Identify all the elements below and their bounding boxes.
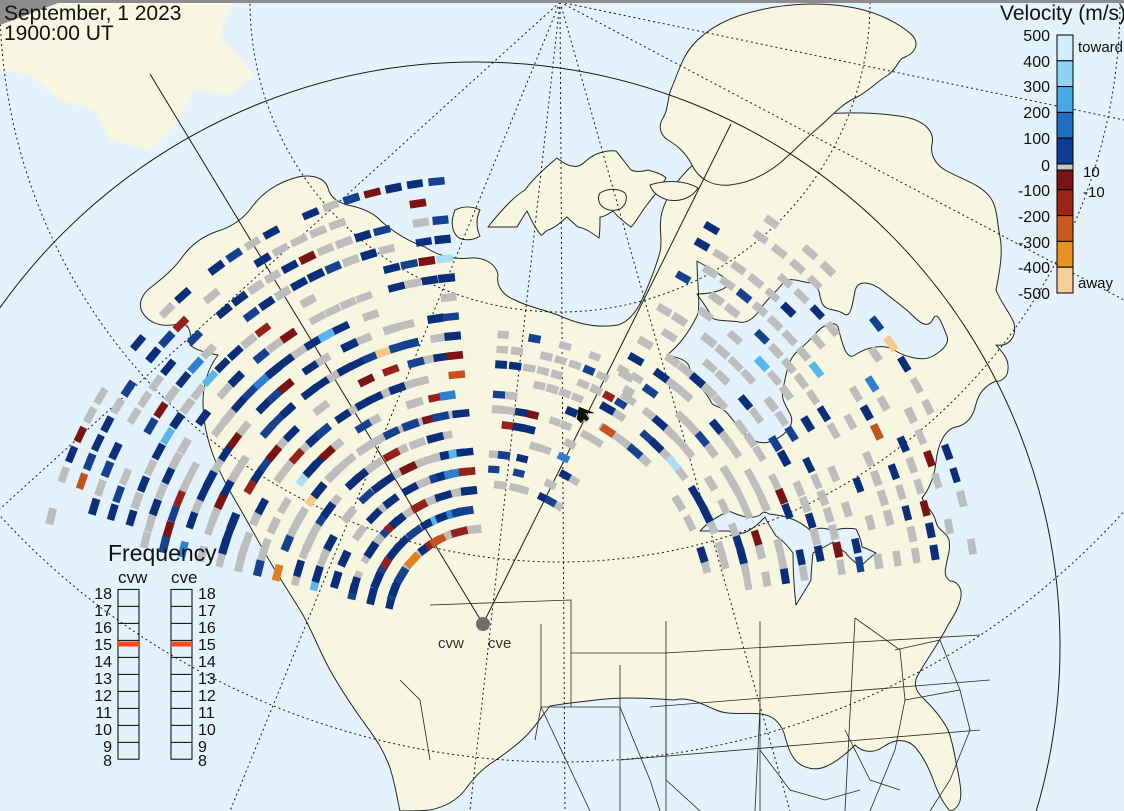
svg-text:-10: -10 xyxy=(1083,184,1105,201)
svg-text:12: 12 xyxy=(198,688,216,705)
svg-text:10: 10 xyxy=(198,722,216,739)
svg-text:15: 15 xyxy=(198,637,216,654)
svg-text:12: 12 xyxy=(94,688,112,705)
svg-text:15: 15 xyxy=(94,637,112,654)
svg-text:200: 200 xyxy=(1023,105,1050,122)
svg-text:cve: cve xyxy=(171,568,197,587)
svg-text:-400: -400 xyxy=(1018,260,1050,277)
svg-text:13: 13 xyxy=(198,671,216,688)
svg-text:17: 17 xyxy=(198,603,216,620)
svg-text:-300: -300 xyxy=(1018,235,1050,252)
svg-text:14: 14 xyxy=(94,654,112,671)
svg-text:toward: toward xyxy=(1078,39,1123,56)
svg-text:-200: -200 xyxy=(1018,209,1050,226)
svg-text:500: 500 xyxy=(1023,28,1050,45)
svg-text:-500: -500 xyxy=(1018,286,1050,303)
svg-text:away: away xyxy=(1078,275,1114,292)
svg-text:10: 10 xyxy=(94,722,112,739)
svg-text:Velocity (m/s): Velocity (m/s) xyxy=(1000,2,1124,25)
svg-text:cve: cve xyxy=(488,635,511,652)
svg-text:18: 18 xyxy=(94,586,112,603)
svg-text:11: 11 xyxy=(95,705,112,722)
svg-text:-100: -100 xyxy=(1018,183,1050,200)
svg-text:13: 13 xyxy=(94,671,112,688)
svg-text:Frequency: Frequency xyxy=(108,540,217,566)
svg-text:100: 100 xyxy=(1023,131,1050,148)
svg-text:8: 8 xyxy=(103,753,112,770)
svg-text:17: 17 xyxy=(94,603,112,620)
svg-text:16: 16 xyxy=(198,620,216,637)
svg-text:0: 0 xyxy=(1041,158,1050,175)
svg-text:11: 11 xyxy=(198,705,215,722)
svg-text:300: 300 xyxy=(1023,79,1050,96)
svg-text:cvw: cvw xyxy=(118,568,148,587)
svg-text:18: 18 xyxy=(198,586,216,603)
svg-text:16: 16 xyxy=(94,620,112,637)
svg-text:14: 14 xyxy=(198,654,216,671)
svg-text:8: 8 xyxy=(198,753,207,770)
svg-text:10: 10 xyxy=(1083,164,1100,181)
svg-text:400: 400 xyxy=(1023,54,1050,71)
svg-text:1900:00 UT: 1900:00 UT xyxy=(4,22,114,45)
svg-text:cvw: cvw xyxy=(438,635,464,652)
